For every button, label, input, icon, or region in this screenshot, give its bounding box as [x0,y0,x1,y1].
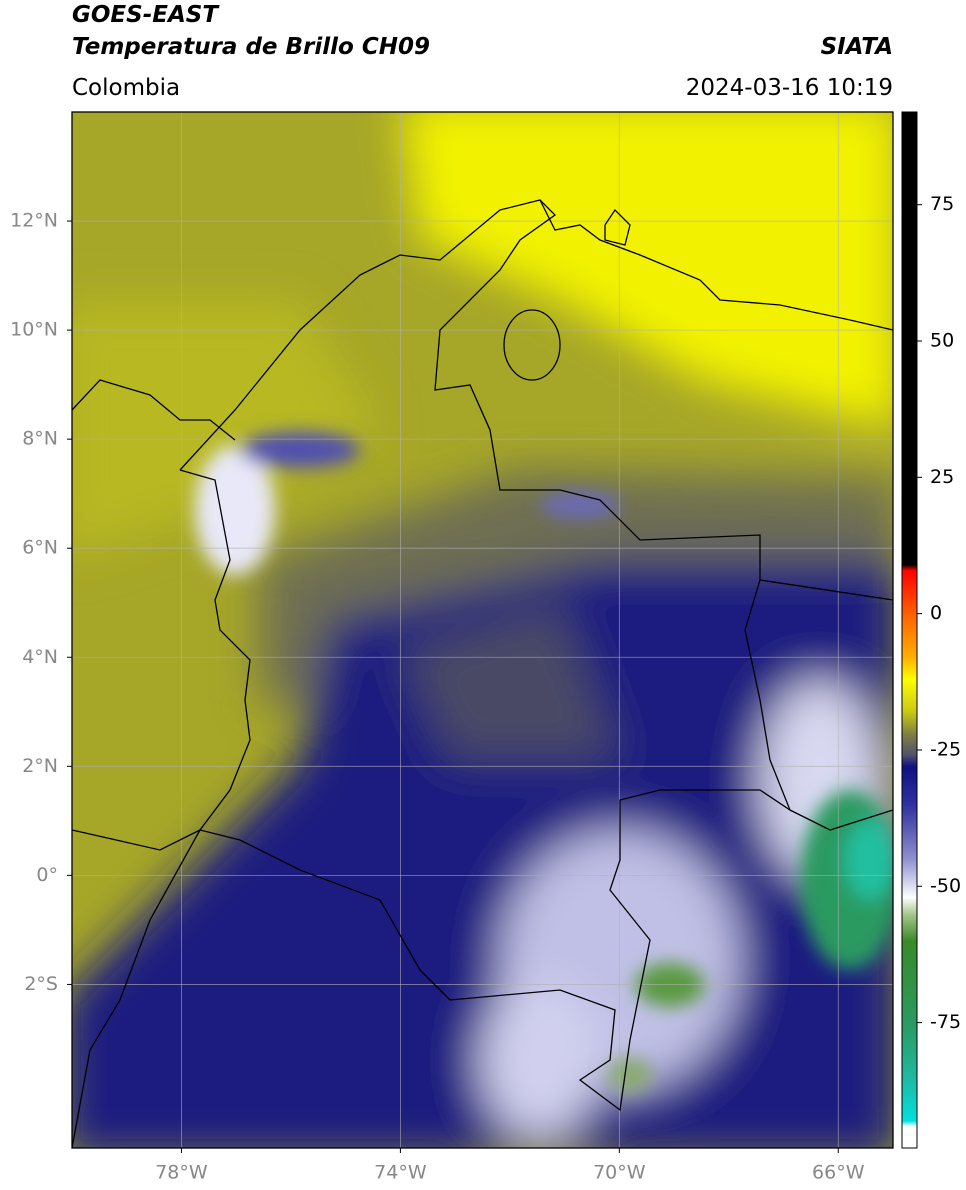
satellite-image [72,112,893,1148]
y-tick-label: 6°N [22,537,58,559]
coastline [72,379,236,441]
colorbar-segment [902,913,917,942]
product-title: Temperatura de Brillo CH09 [72,34,430,60]
colorbar-tick-label: -50 [930,875,961,897]
colorbar-segment [902,613,917,658]
colorbar-segment [902,940,917,1024]
colorbar-segment [902,897,917,915]
y-tick-label: 2°S [24,973,58,995]
y-tick-label: 10°N [10,319,58,341]
colorbar-frame [901,111,918,1149]
colorbar-tick-label: 0 [930,602,942,624]
colorbar-segment [902,711,917,735]
x-tick-label: 78°W [155,1162,208,1184]
y-tick-label: 2°N [22,755,58,777]
coastline [72,829,201,1148]
y-tick-label: 12°N [10,210,58,232]
satellite-title: GOES-EAST [72,2,220,28]
coastline [539,199,893,331]
colorbar-segment [902,733,917,756]
country-border [179,199,792,1112]
x-tick-label: 74°W [374,1162,427,1184]
map-frame [71,111,894,1149]
colorbar-segment [902,1022,917,1078]
colorbar-segment [902,564,917,571]
y-tick-label: 8°N [22,428,58,450]
colorbar-segment [902,1120,917,1127]
colorbar-segment [902,112,917,566]
colorbar-segment [902,657,917,680]
colorbar-tick-label: 75 [930,193,954,215]
datetime-label: 2024-03-16 10:19 [686,75,893,101]
source-title: SIATA [821,34,893,60]
colorbar-segment [902,1126,917,1149]
colorbar-segment [902,1077,917,1122]
colorbar-segment [902,755,917,767]
y-tick-label: 0° [36,864,58,886]
borders [72,199,893,1148]
colorbar-segment [902,766,917,805]
colorbar-segment [902,804,917,860]
colorbar-segment [902,859,917,898]
coastline [604,208,631,246]
lake [503,309,561,381]
colorbar [902,112,917,1149]
colorbar-tick-label: 25 [930,466,954,488]
x-tick-label: 70°W [593,1162,646,1184]
region-label: Colombia [72,75,180,101]
coastline [72,829,201,851]
colorbar-segment [902,570,917,615]
colorbar-tick-label: 50 [930,330,954,352]
y-tick-label: 4°N [22,646,58,668]
colorbar-tick-label: -25 [930,738,961,760]
country-border [759,579,893,601]
colorbar-tick-label: -75 [930,1011,961,1033]
colorbar-segment [902,679,917,713]
x-tick-label: 66°W [812,1162,865,1184]
country-border [789,809,893,831]
